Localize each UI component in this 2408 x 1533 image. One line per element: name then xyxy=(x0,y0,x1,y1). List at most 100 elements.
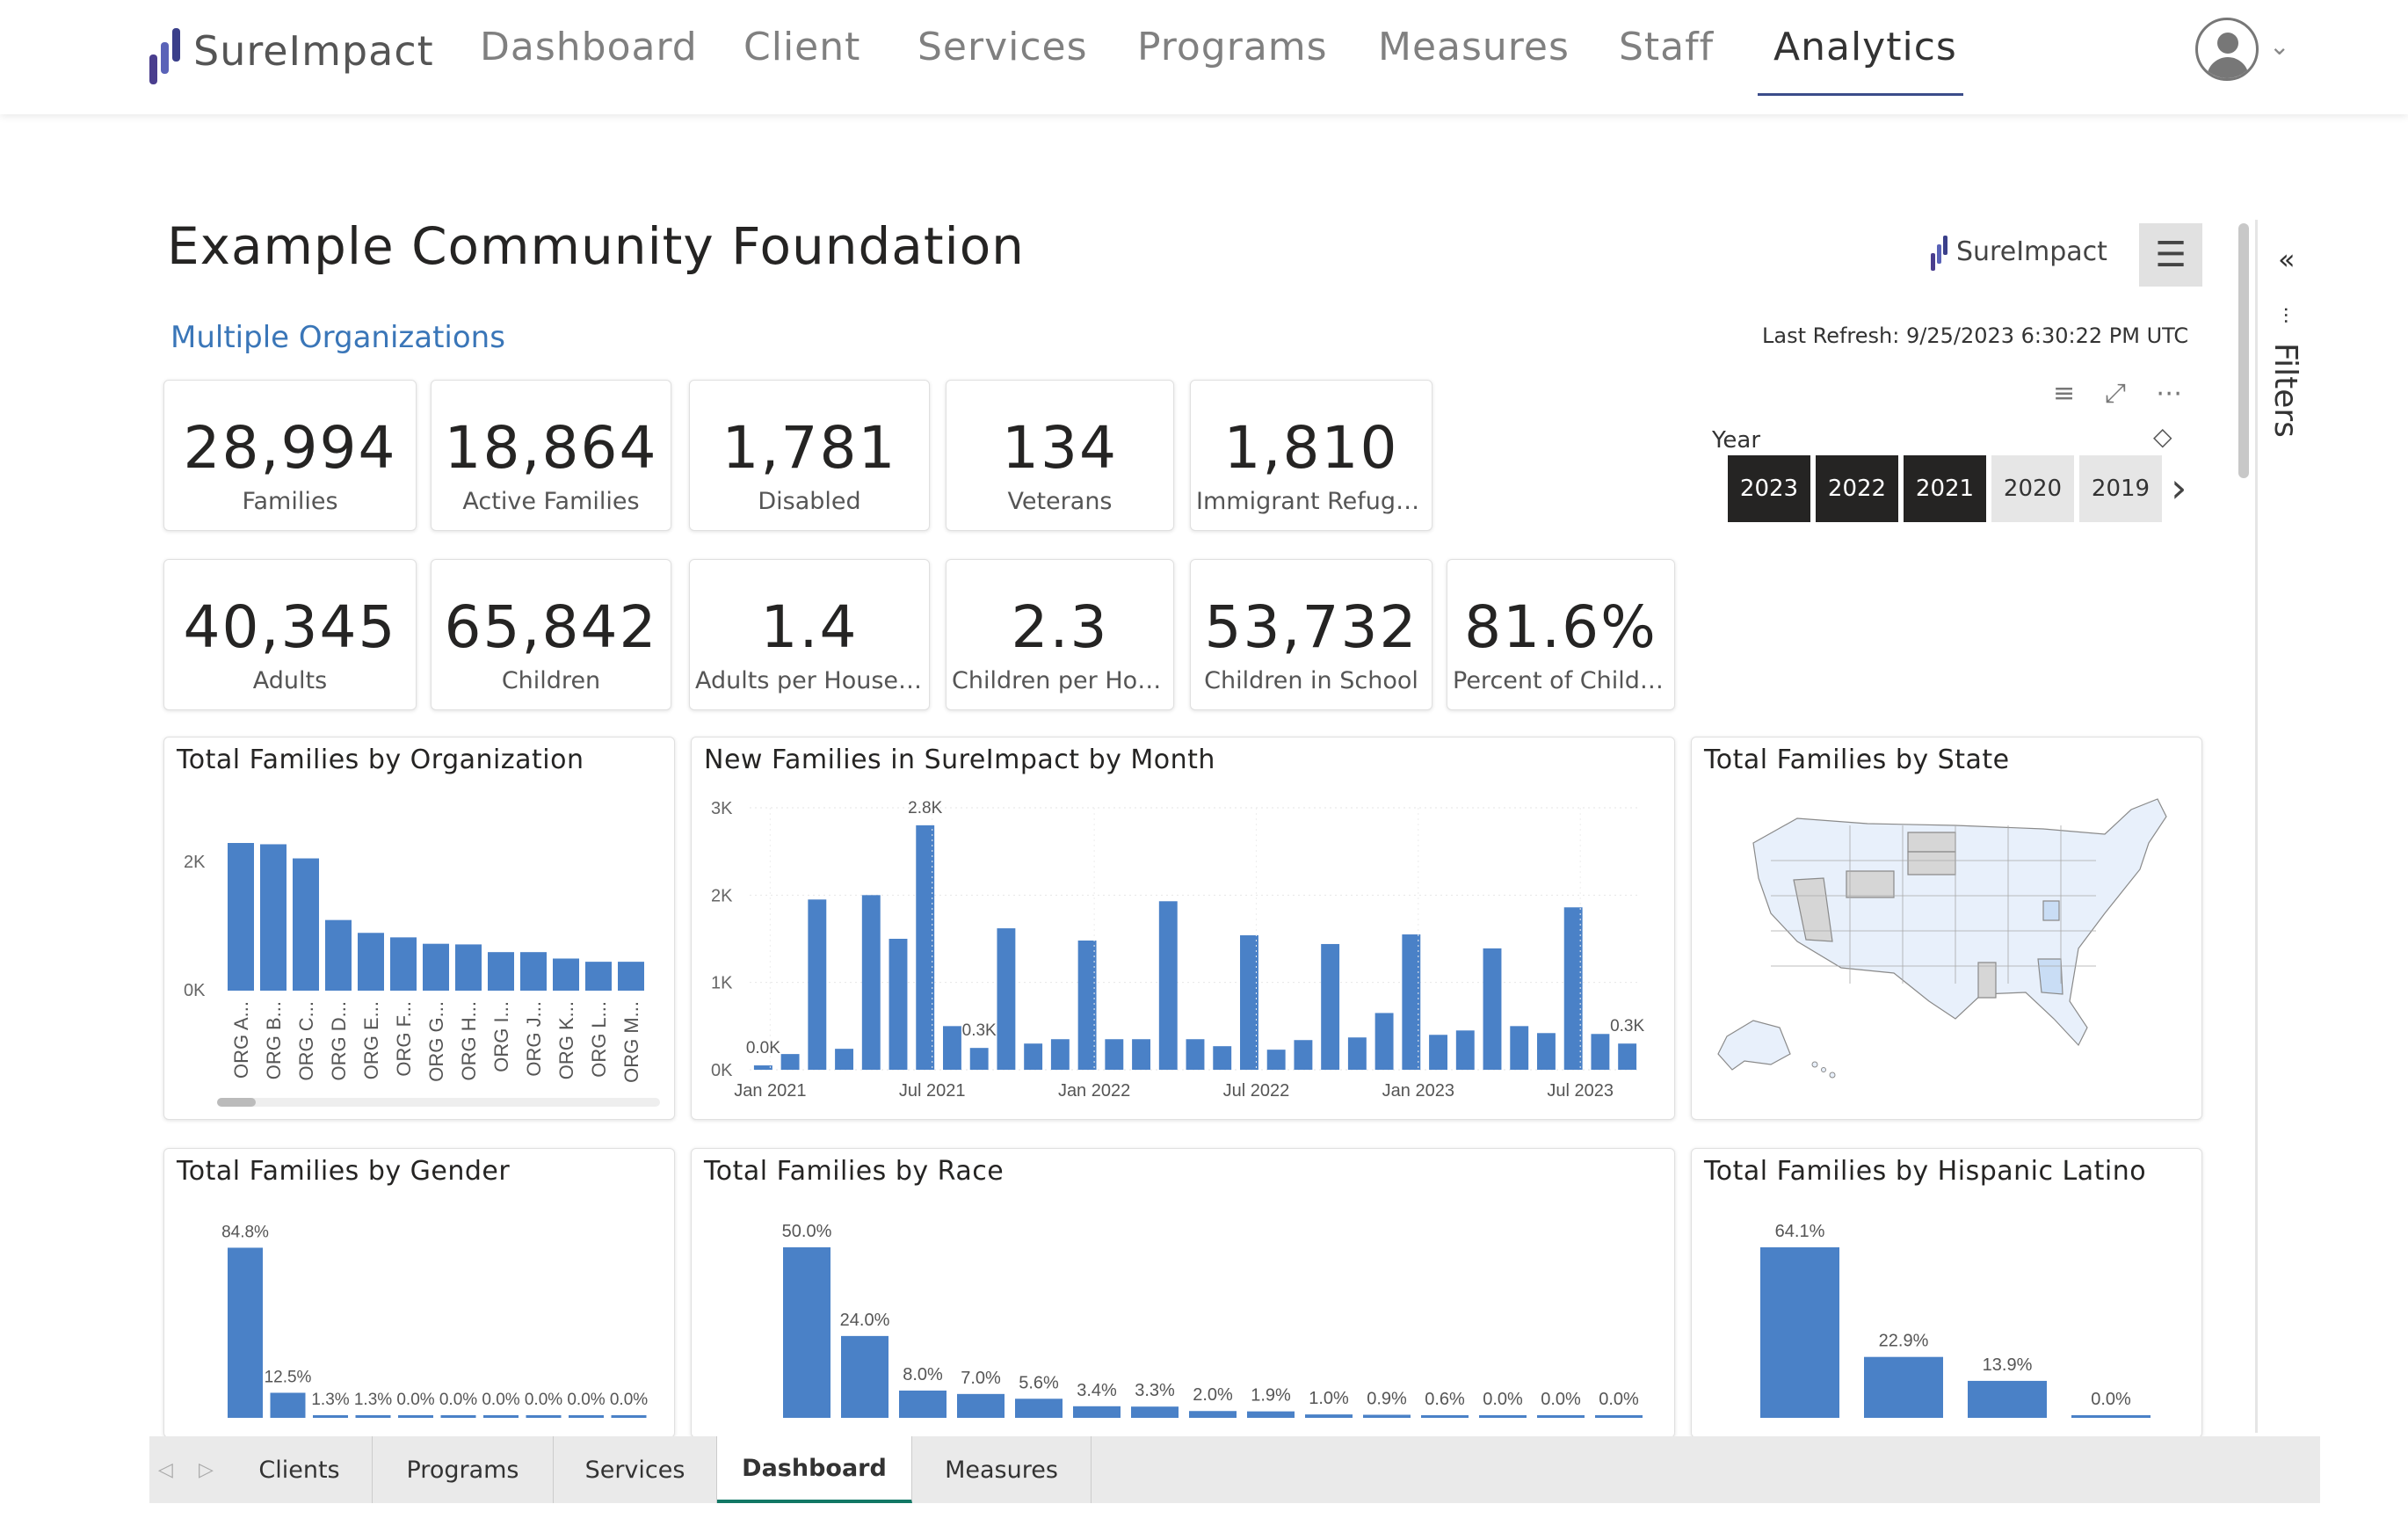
kpi-value: 28,994 xyxy=(183,414,397,482)
tab-dashboard[interactable]: Dashboard xyxy=(717,1436,912,1503)
tab-services[interactable]: Services xyxy=(554,1436,717,1503)
tab-programs[interactable]: Programs xyxy=(373,1436,554,1503)
y-tick-label: 2K xyxy=(184,853,206,872)
kpi-card-percent-of-children[interactable]: 81.6% Percent of Childre... xyxy=(1447,559,1675,710)
kpi-card-veterans[interactable]: 134 Veterans xyxy=(946,380,1174,531)
bar xyxy=(1131,1406,1179,1418)
y-tick-label: 3K xyxy=(711,799,733,818)
kpi-card-adults-per-household[interactable]: 1.4 Adults per Househ... xyxy=(689,559,930,710)
chart-families-by-organization[interactable]: Total Families by Organization 0K 2K ORG A… xyxy=(163,737,675,1120)
year-option-2022[interactable]: 2022 xyxy=(1816,455,1898,522)
bar xyxy=(313,1415,348,1418)
data-label: 0.0% xyxy=(1483,1390,1523,1409)
data-label: 0.0% xyxy=(610,1391,648,1409)
tab-scroll-left-icon[interactable]: ◁ xyxy=(158,1459,173,1481)
organization-label[interactable]: Multiple Organizations xyxy=(170,320,505,355)
report-scrollbar[interactable] xyxy=(2238,223,2249,478)
bar xyxy=(520,952,547,991)
x-tick-label: ORG E... xyxy=(360,1001,382,1079)
state-hawaii xyxy=(1811,1061,1818,1068)
chart-families-by-race[interactable]: Total Families by Race 50.0% 24.0% 8.0% 7.0… xyxy=(691,1148,1675,1438)
nav-dashboard[interactable]: Dashboard xyxy=(480,25,698,69)
x-tick-label: ORG L... xyxy=(588,1001,610,1078)
kpi-card-active-families[interactable]: 18,864 Active Families xyxy=(431,380,671,531)
bar xyxy=(611,1415,647,1418)
chart-new-families-by-month[interactable]: New Families in SureImpact by Month 0K 1K… xyxy=(691,737,1675,1120)
kpi-card-immigrant-refugees[interactable]: 1,810 Immigrant Refugees xyxy=(1190,380,1432,531)
bar xyxy=(1591,1034,1610,1070)
kpi-card-children[interactable]: 65,842 Children xyxy=(431,559,671,710)
focus-mode-icon[interactable]: ⤢ xyxy=(2105,378,2127,409)
map-families-by-state[interactable]: Total Families by State xyxy=(1691,737,2202,1120)
chart-scrollbar-thumb xyxy=(217,1098,256,1107)
bar xyxy=(1305,1414,1353,1418)
tab-clients[interactable]: Clients xyxy=(227,1436,373,1503)
active-nav-indicator xyxy=(1758,93,1963,96)
nav-client[interactable]: Client xyxy=(743,25,861,69)
bar xyxy=(553,958,579,991)
year-option-2020[interactable]: 2020 xyxy=(1991,455,2074,522)
brand-name: SureImpact xyxy=(193,27,434,75)
bar xyxy=(260,844,286,991)
bar xyxy=(1294,1040,1313,1070)
bar xyxy=(270,1392,306,1418)
bar xyxy=(841,1335,888,1418)
data-label: 2.8K xyxy=(908,799,942,817)
user-avatar-icon[interactable] xyxy=(2195,18,2259,81)
bar xyxy=(585,962,612,991)
bar xyxy=(916,825,935,1070)
bar xyxy=(1429,1035,1447,1070)
clear-selection-icon[interactable]: ◇ xyxy=(2153,422,2172,451)
chevron-right-icon[interactable]: › xyxy=(2171,464,2187,512)
bar xyxy=(1537,1415,1585,1418)
bar xyxy=(1402,934,1421,1070)
kpi-card-children-in-school[interactable]: 53,732 Children in School xyxy=(1190,559,1432,710)
filters-pane-label[interactable]: Filters xyxy=(2267,343,2303,438)
tab-scroll-right-icon[interactable]: ▷ xyxy=(199,1459,214,1481)
chevron-down-icon[interactable]: ⌄ xyxy=(2269,32,2290,61)
data-label: 2.0% xyxy=(1193,1385,1233,1405)
bar xyxy=(1050,1039,1070,1070)
data-label: 22.9% xyxy=(1879,1332,1929,1351)
data-label: 0.3K xyxy=(962,1021,997,1040)
x-tick-label: ORG K... xyxy=(555,1001,577,1079)
bar xyxy=(997,928,1016,1070)
bar xyxy=(1510,1026,1529,1070)
kpi-card-families[interactable]: 28,994 Families xyxy=(163,380,417,531)
kpi-value: 134 xyxy=(1002,414,1118,482)
kpi-value: 1,810 xyxy=(1223,414,1399,482)
bar xyxy=(618,962,644,991)
year-option-2019[interactable]: 2019 xyxy=(2079,455,2162,522)
bar xyxy=(526,1415,562,1418)
nav-services[interactable]: Services xyxy=(918,25,1088,69)
filter-icon[interactable]: ≡ xyxy=(2053,378,2076,409)
data-label: 24.0% xyxy=(840,1311,890,1330)
chart-families-by-hispanic-latino[interactable]: Total Families by Hispanic Latino 64.1% 2… xyxy=(1691,1148,2202,1438)
year-option-2023[interactable]: 2023 xyxy=(1728,455,1810,522)
chart-families-by-gender[interactable]: Total Families by Gender 84.8% 12.5% 1.3% 1… xyxy=(163,1148,675,1438)
kpi-card-children-per-household[interactable]: 2.3 Children per Hous... xyxy=(946,559,1174,710)
kpi-label: Children per Hous... xyxy=(952,667,1173,694)
report-brand-logo: SureImpact xyxy=(1930,230,2107,272)
nav-measures[interactable]: Measures xyxy=(1378,25,1570,69)
kpi-value: 2.3 xyxy=(1011,593,1109,661)
hamburger-menu-button[interactable]: ☰ xyxy=(2139,223,2202,287)
double-chevron-left-icon[interactable]: « xyxy=(2278,243,2296,276)
data-label: 0.0% xyxy=(2091,1390,2131,1409)
year-option-2021[interactable]: 2021 xyxy=(1904,455,1986,522)
sureimpact-logo[interactable]: SureImpact xyxy=(148,16,434,86)
nav-staff[interactable]: Staff xyxy=(1619,25,1715,69)
bar xyxy=(2071,1415,2151,1418)
chart-title: Total Families by Hispanic Latino xyxy=(1704,1156,2147,1187)
bar xyxy=(1240,935,1258,1070)
tab-measures[interactable]: Measures xyxy=(912,1436,1092,1503)
bar xyxy=(1618,1043,1637,1070)
kpi-card-disabled[interactable]: 1,781 Disabled xyxy=(689,380,930,531)
nav-analytics[interactable]: Analytics xyxy=(1773,25,1957,69)
nav-programs[interactable]: Programs xyxy=(1137,25,1328,69)
kpi-card-adults[interactable]: 40,345 Adults xyxy=(163,559,417,710)
top-navigation-bar: SureImpact Dashboard Client Services Pro… xyxy=(0,0,2408,114)
more-options-icon[interactable]: ⋯ xyxy=(2156,378,2183,409)
bar xyxy=(293,858,319,991)
state-alaska xyxy=(1717,1020,1791,1071)
